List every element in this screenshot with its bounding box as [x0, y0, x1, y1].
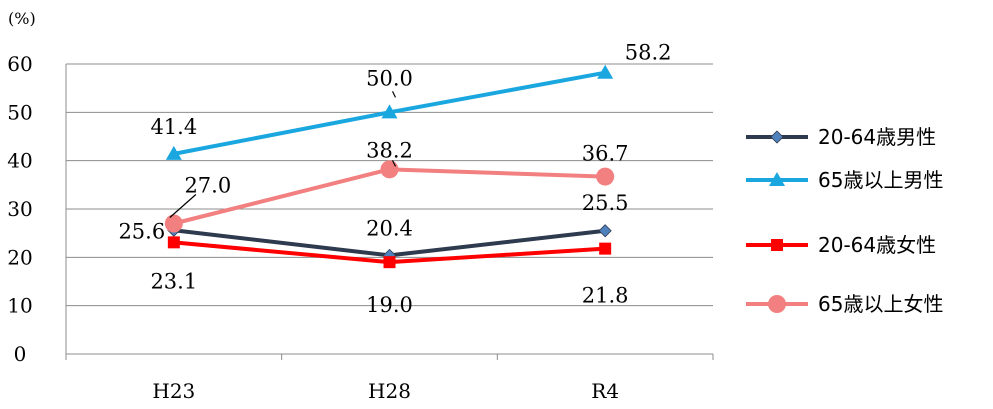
legend-label: 20-64歳女性 [818, 233, 936, 257]
legend-item-1: 20-64歳男性 [746, 125, 936, 149]
y-tick-label: 30 [7, 197, 32, 221]
point-marker [165, 145, 182, 160]
legend-label: 65歳以上男性 [818, 168, 943, 192]
data-label: 19.0 [366, 293, 413, 317]
leader-line [169, 194, 197, 218]
data-label: 25.6 [118, 219, 165, 243]
data-label: 23.1 [150, 269, 197, 293]
point-marker [771, 239, 783, 251]
point-marker [381, 104, 398, 119]
leader-line [391, 160, 397, 167]
data-label: 58.2 [625, 41, 672, 65]
y-tick-label: 40 [7, 149, 32, 173]
point-marker [383, 256, 396, 269]
data-label: 20.4 [366, 216, 413, 240]
legend-item-4: 65歳以上女性 [746, 292, 943, 316]
y-tick-label: 0 [14, 342, 27, 366]
data-label: 50.0 [366, 66, 413, 90]
data-label: 25.5 [582, 191, 629, 215]
point-marker [768, 295, 786, 313]
legend: 20-64歳男性 65歳以上男性 20-64歳女性 65歳以上女性 [746, 125, 943, 316]
tick-labels: 0 10 20 30 40 50 60 H23 H28 R4 [7, 52, 619, 403]
series-group [164, 64, 615, 269]
legend-item-3: 20-64歳女性 [746, 233, 936, 257]
series-4 [164, 160, 615, 233]
leader-line [391, 91, 397, 98]
point-marker [769, 172, 785, 186]
y-tick-label: 50 [7, 100, 32, 124]
point-marker [164, 214, 183, 233]
y-tick-label: 10 [7, 294, 32, 318]
data-label: 38.2 [366, 138, 413, 162]
x-tick-label: H28 [368, 379, 411, 403]
axes [65, 64, 714, 360]
legend-label: 20-64歳男性 [818, 125, 936, 149]
point-marker [167, 236, 180, 249]
point-marker [599, 242, 612, 255]
unit-label: (%) [8, 9, 36, 28]
point-marker [770, 130, 784, 144]
point-marker [596, 167, 615, 186]
legend-label: 65歳以上女性 [818, 292, 943, 316]
data-label: 41.4 [150, 115, 197, 139]
data-label: 36.7 [582, 142, 629, 166]
data-label: 27.0 [184, 174, 231, 198]
legend-item-2: 65歳以上男性 [746, 168, 943, 192]
y-tick-label: 60 [7, 52, 32, 76]
point-marker [598, 224, 612, 238]
point-marker [597, 64, 614, 79]
data-labels: 25.6 20.4 25.5 41.4 50.0 58.2 23.1 19.0 21.8 27.0… [118, 41, 671, 317]
point-marker [380, 160, 399, 179]
data-label: 21.8 [582, 284, 629, 308]
y-tick-label: 20 [7, 245, 32, 269]
x-tick-label: H23 [152, 379, 195, 403]
series-2 [165, 64, 614, 160]
x-tick-label: R4 [591, 379, 619, 403]
series-3 [167, 236, 612, 269]
